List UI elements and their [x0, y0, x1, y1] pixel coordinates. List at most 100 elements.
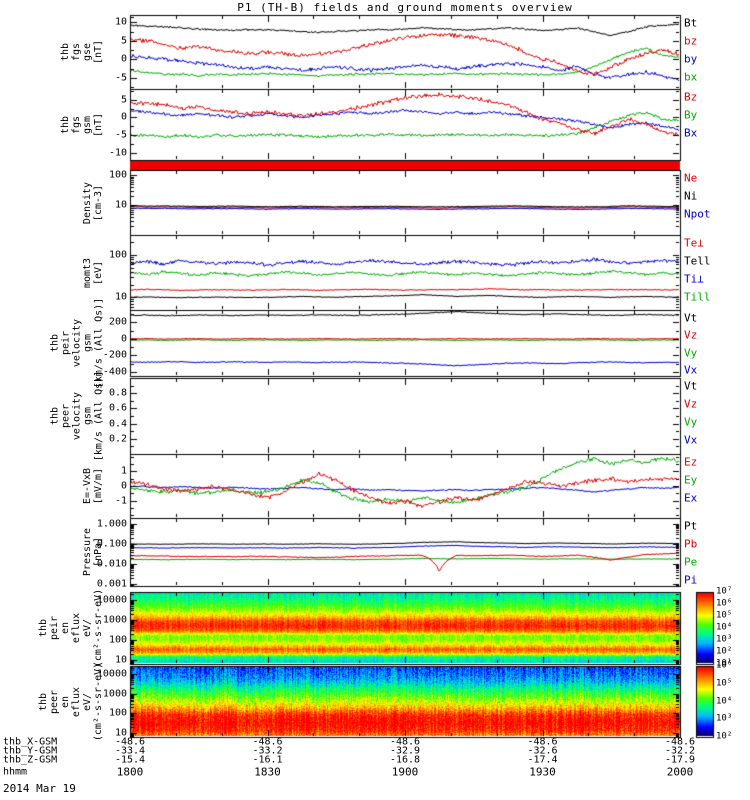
y-axis-label-peir_spectrogram: thb peir en eflux eV/ (cm²-s-sr-eV)	[38, 588, 104, 668]
y-tick-label: 5	[120, 35, 127, 47]
trace-label-Till: Till	[684, 290, 711, 304]
y-tick-label: 100	[108, 634, 127, 646]
y-tick-label: 0.6	[108, 402, 127, 414]
footer-value: -48.6	[114, 736, 146, 748]
y-tick-label: 0	[120, 111, 127, 123]
colorbar-tick-label: 10⁵	[716, 610, 733, 621]
colorbar-tick-label: 10²	[716, 646, 733, 657]
y-tick-label: 200	[108, 316, 127, 328]
y-tick-label: 1000	[102, 614, 127, 626]
y-axis-label-pressure: Pressure [nPa]	[82, 527, 104, 577]
time-tick-label: 1800	[116, 765, 144, 779]
y-tick-label: 0	[120, 480, 127, 492]
trace-label-bx: bx	[684, 70, 698, 84]
y-tick-label: 100	[108, 169, 127, 181]
trace-label-Vt: Vt	[684, 311, 698, 325]
y-tick-label: 1000	[102, 688, 127, 700]
colorbar-tick-label: 10⁷	[716, 586, 733, 597]
footer-value: -48.6	[389, 736, 421, 748]
colorbar-tick-label: 10³	[716, 713, 733, 724]
y-tick-label: 10	[114, 291, 127, 303]
date-label: 2014 Mar 19	[3, 782, 76, 795]
trace-label-Tell: Tell	[684, 254, 711, 268]
footer-value: -32.2	[664, 745, 696, 757]
y-tick-label: 0.2	[108, 433, 127, 445]
y-tick-label: 10000	[96, 594, 127, 606]
footer-row-label-hhmm: hhmm	[3, 766, 28, 778]
y-tick-label: -5	[114, 72, 127, 84]
footer-value: -32.9	[389, 745, 421, 757]
y-axis-label-peer_spectrogram: thb peer en eflux eV/ (cm²-s-sr-eV)	[38, 662, 104, 741]
trace-label-by: by	[684, 52, 698, 66]
trace-label-Bx: Bx	[684, 126, 698, 140]
footer-value: -16.1	[252, 754, 283, 766]
y-tick-label: 0.100	[96, 538, 127, 550]
y-tick-label: 1	[120, 465, 127, 477]
footer-value: -17.9	[664, 754, 696, 766]
y-tick-label: 100	[108, 707, 127, 719]
y-axis-label-fgs_gse: thb fgs gse [nT]	[60, 39, 104, 65]
footer-value: -48.6	[527, 736, 558, 748]
time-tick-label: 2000	[666, 765, 694, 779]
colorbar-tick-label: 10⁵	[716, 678, 733, 689]
footer-row-label-thb_Z-GSM: thb_Z-GSM	[3, 754, 58, 766]
trace-label-Ex: Ex	[684, 491, 698, 505]
colorbar-tick-label: 10⁶	[716, 660, 733, 671]
colorbar-tick-label: 10⁶	[716, 598, 733, 609]
y-axis-label-efield: E=-VxB [mV/m]	[82, 467, 104, 505]
footer-value: -15.4	[114, 754, 146, 766]
y-tick-label: -1	[114, 495, 127, 507]
time-tick-label: 1900	[391, 765, 419, 779]
footer-value: -16.8	[389, 754, 421, 766]
trace-label-Pt: Pt	[684, 519, 698, 533]
footer-value: -17.4	[527, 754, 558, 766]
trace-label-Bt: Bt	[684, 16, 698, 30]
trace-label-Vz: Vz	[684, 397, 698, 411]
trace-label-Ez: Ez	[684, 455, 698, 469]
y-axis-label-fgs_gsm: thb fgs gsm [nT]	[60, 112, 104, 137]
footer-value: -33.2	[252, 745, 283, 757]
y-tick-label: 0	[120, 333, 127, 345]
colorbar-tick-label: 10²	[716, 731, 733, 742]
trace-label-Bz: Bz	[684, 90, 698, 104]
trace-label-Vz: Vz	[684, 328, 698, 342]
trace-label-Vy: Vy	[684, 346, 698, 360]
y-axis-label-temperature: momt3 [eV]	[82, 257, 104, 288]
y-tick-label: 5	[120, 94, 127, 106]
time-tick-label: 1830	[254, 765, 281, 779]
colorbar-tick-label: 10⁴	[716, 622, 733, 633]
colorbar-tick-label: 10³	[716, 634, 733, 645]
trace-label-Ey: Ey	[684, 473, 698, 487]
footer-row-label-thb_X-GSM: thb_X-GSM	[3, 736, 58, 748]
y-tick-label: 10	[114, 654, 127, 666]
colorbar-tick-label: 10¹	[716, 658, 733, 669]
page-title: P1 (TH-B) fields and ground moments over…	[237, 1, 573, 14]
y-tick-label: -400	[102, 366, 127, 378]
y-axis-label-peer_velocity: thb peer velocity gsm [km/s (All Qs)]	[49, 370, 104, 462]
trace-label-bz: bz	[684, 34, 698, 48]
y-tick-label: 0.4	[108, 418, 127, 430]
y-tick-label: 0.001	[96, 578, 127, 590]
y-tick-label: 0.010	[96, 558, 127, 570]
trace-label-Pi: Pi	[684, 573, 698, 587]
y-tick-label: 1.000	[96, 518, 127, 530]
footer-value: -48.6	[664, 736, 696, 748]
footer-row-label-thb_Y-GSM: thb_Y-GSM	[3, 745, 58, 757]
y-tick-label: 10	[114, 727, 127, 739]
trace-label-Vx: Vx	[684, 363, 698, 377]
trace-label-Ti⊥: Ti⊥	[684, 272, 704, 286]
colorbar-tick-label: 10⁴	[716, 696, 733, 706]
y-axis-label-density: Density [cm-3]	[82, 181, 104, 224]
footer-value: -48.6	[252, 736, 283, 748]
trace-label-Ne: Ne	[684, 171, 698, 185]
trace-label-Vx: Vx	[684, 433, 698, 447]
trace-label-Npot: Npot	[684, 207, 711, 221]
y-tick-label: -200	[102, 349, 127, 361]
trace-label-Pe: Pe	[684, 555, 698, 569]
footer-value: -32.6	[527, 745, 558, 757]
y-tick-label: -5	[114, 129, 127, 141]
y-tick-label: 0.8	[108, 387, 127, 399]
trace-label-Ni: Ni	[684, 189, 698, 203]
